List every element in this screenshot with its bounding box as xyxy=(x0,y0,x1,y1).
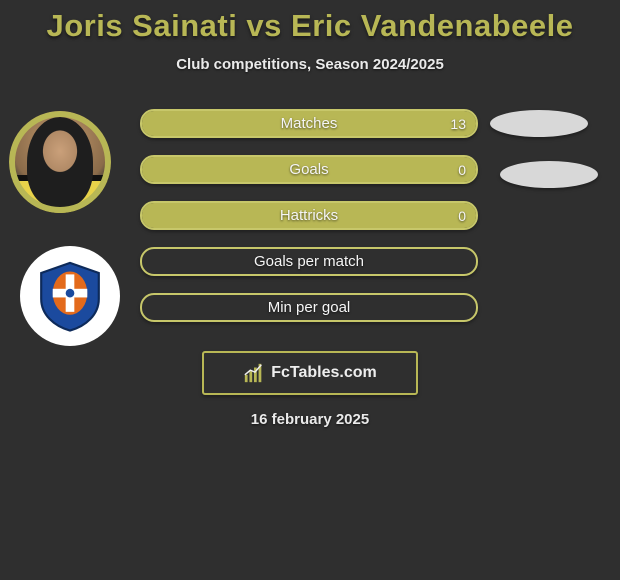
date-label: 16 february 2025 xyxy=(0,411,620,428)
page-title: Joris Sainati vs Eric Vandenabeele xyxy=(0,0,620,44)
club-badge-icon xyxy=(34,260,106,332)
right-oval-1 xyxy=(490,110,588,137)
chart-icon xyxy=(243,362,265,384)
metric-label: Min per goal xyxy=(142,295,476,320)
metric-label: Goals per match xyxy=(142,249,476,274)
right-oval-2 xyxy=(500,161,598,188)
metric-value: 0 xyxy=(458,157,466,182)
metric-bar-matches: Matches13 xyxy=(140,109,478,138)
metric-bar-goals_per_match: Goals per match xyxy=(140,247,478,276)
metric-label: Matches xyxy=(142,111,476,136)
metric-bar-min_per_goal: Min per goal xyxy=(140,293,478,322)
metric-label: Goals xyxy=(142,157,476,182)
watermark-label: FcTables.com xyxy=(271,364,377,382)
metric-bar-goals: Goals0 xyxy=(140,155,478,184)
metric-bars: Matches13Goals0Hattricks0Goals per match… xyxy=(140,109,478,339)
subtitle: Club competitions, Season 2024/2025 xyxy=(0,56,620,73)
metric-bar-hattricks: Hattricks0 xyxy=(140,201,478,230)
metric-label: Hattricks xyxy=(142,203,476,228)
metric-value: 0 xyxy=(458,203,466,228)
player1-avatar xyxy=(9,111,111,213)
watermark: FcTables.com xyxy=(202,351,418,395)
comparison-chart: Matches13Goals0Hattricks0Goals per match… xyxy=(0,101,620,341)
player2-avatar xyxy=(20,246,120,346)
metric-value: 13 xyxy=(450,111,466,136)
